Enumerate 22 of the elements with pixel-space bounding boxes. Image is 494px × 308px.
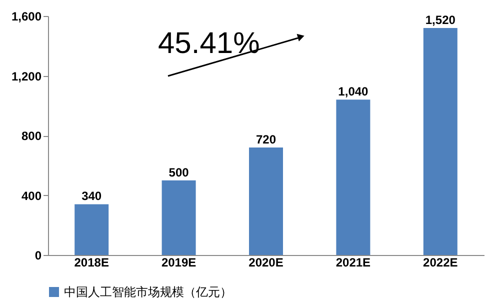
data-label: 1,040 xyxy=(338,84,369,99)
bar xyxy=(162,180,196,255)
data-label: 1,520 xyxy=(425,12,456,27)
x-tick-label: 2022E xyxy=(423,256,458,270)
bar xyxy=(423,28,458,255)
bar xyxy=(74,204,109,255)
data-label: 340 xyxy=(82,189,102,204)
y-tick-label: 1,200 xyxy=(11,69,42,84)
y-tick-label: 0 xyxy=(34,248,42,262)
legend-label: 中国人工智能市场规模（亿元） xyxy=(64,285,232,299)
x-tick-label: 2019E xyxy=(161,256,196,270)
y-tick-label: 800 xyxy=(21,129,42,143)
bar xyxy=(249,147,283,255)
data-label: 500 xyxy=(168,165,190,180)
x-tick-label: 2020E xyxy=(248,256,284,270)
data-label: 720 xyxy=(256,132,276,146)
bar xyxy=(336,100,370,255)
x-tick-label: 2021E xyxy=(336,256,371,270)
y-tick-label: 400 xyxy=(21,188,42,203)
y-tick-label: 1,600 xyxy=(11,10,42,24)
x-tick-label: 2018E xyxy=(74,256,109,270)
annotation: 45.41% xyxy=(158,27,260,60)
